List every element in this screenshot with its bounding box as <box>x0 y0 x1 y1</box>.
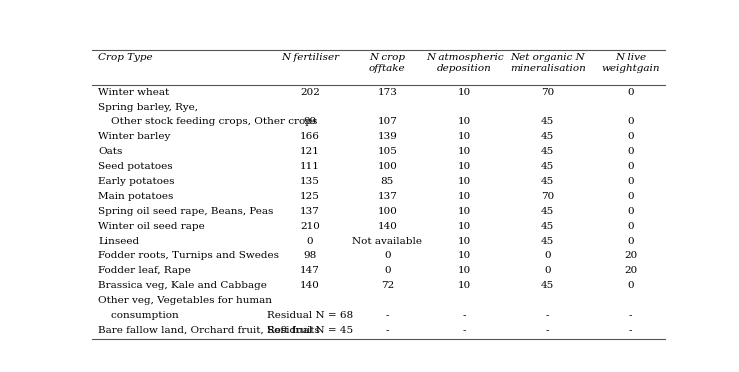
Text: 45: 45 <box>541 162 554 171</box>
Text: Winter barley: Winter barley <box>98 132 171 141</box>
Text: 45: 45 <box>541 222 554 231</box>
Text: -: - <box>386 326 389 335</box>
Text: 137: 137 <box>378 192 398 201</box>
Text: -: - <box>463 326 466 335</box>
Text: N fertiliser: N fertiliser <box>281 53 339 62</box>
Text: 45: 45 <box>541 147 554 156</box>
Text: Brassica veg, Kale and Cabbage: Brassica veg, Kale and Cabbage <box>98 281 267 290</box>
Text: 85: 85 <box>381 177 394 186</box>
Text: 10: 10 <box>458 237 471 246</box>
Text: 0: 0 <box>627 147 634 156</box>
Text: Residual N = 68: Residual N = 68 <box>267 311 353 320</box>
Text: -: - <box>629 326 633 335</box>
Text: -: - <box>386 311 389 320</box>
Text: 10: 10 <box>458 281 471 290</box>
Text: 0: 0 <box>627 281 634 290</box>
Text: Net organic N
mineralisation: Net organic N mineralisation <box>510 53 585 73</box>
Text: -: - <box>546 326 549 335</box>
Text: Crop Type: Crop Type <box>98 53 153 62</box>
Text: 99: 99 <box>304 118 316 126</box>
Text: -: - <box>629 311 633 320</box>
Text: Linseed: Linseed <box>98 237 139 246</box>
Text: 0: 0 <box>627 192 634 201</box>
Text: -: - <box>546 311 549 320</box>
Text: 105: 105 <box>378 147 398 156</box>
Text: 137: 137 <box>300 207 320 216</box>
Text: Fodder roots, Turnips and Swedes: Fodder roots, Turnips and Swedes <box>98 251 279 260</box>
Text: 0: 0 <box>307 237 313 246</box>
Text: N atmospheric
deposition: N atmospheric deposition <box>426 53 503 73</box>
Text: 10: 10 <box>458 177 471 186</box>
Text: Seed potatoes: Seed potatoes <box>98 162 173 171</box>
Text: Other veg, Vegetables for human: Other veg, Vegetables for human <box>98 296 272 305</box>
Text: 0: 0 <box>545 266 551 275</box>
Text: 0: 0 <box>627 207 634 216</box>
Text: 10: 10 <box>458 87 471 97</box>
Text: 45: 45 <box>541 207 554 216</box>
Text: 202: 202 <box>300 87 320 97</box>
Text: 0: 0 <box>384 251 391 260</box>
Text: 135: 135 <box>300 177 320 186</box>
Text: 139: 139 <box>378 132 398 141</box>
Text: 72: 72 <box>381 281 394 290</box>
Text: 125: 125 <box>300 192 320 201</box>
Text: 100: 100 <box>378 207 398 216</box>
Text: 98: 98 <box>304 251 316 260</box>
Text: 100: 100 <box>378 162 398 171</box>
Text: Main potatoes: Main potatoes <box>98 192 174 201</box>
Text: 0: 0 <box>384 266 391 275</box>
Text: 10: 10 <box>458 147 471 156</box>
Text: 10: 10 <box>458 192 471 201</box>
Text: 10: 10 <box>458 251 471 260</box>
Text: 10: 10 <box>458 266 471 275</box>
Text: 10: 10 <box>458 162 471 171</box>
Text: consumption: consumption <box>98 311 179 320</box>
Text: Spring barley, Rye,: Spring barley, Rye, <box>98 103 198 112</box>
Text: Not available: Not available <box>353 237 422 246</box>
Text: 0: 0 <box>627 222 634 231</box>
Text: 140: 140 <box>378 222 398 231</box>
Text: Spring oil seed rape, Beans, Peas: Spring oil seed rape, Beans, Peas <box>98 207 273 216</box>
Text: Oats: Oats <box>98 147 123 156</box>
Text: Residual N = 45: Residual N = 45 <box>267 326 353 335</box>
Text: 140: 140 <box>300 281 320 290</box>
Text: 20: 20 <box>624 251 637 260</box>
Text: 111: 111 <box>300 162 320 171</box>
Text: 45: 45 <box>541 132 554 141</box>
Text: 0: 0 <box>545 251 551 260</box>
Text: 20: 20 <box>624 266 637 275</box>
Text: 173: 173 <box>378 87 398 97</box>
Text: 10: 10 <box>458 118 471 126</box>
Text: 0: 0 <box>627 118 634 126</box>
Text: Early potatoes: Early potatoes <box>98 177 174 186</box>
Text: N crop
offtake: N crop offtake <box>369 53 406 73</box>
Text: 70: 70 <box>541 87 554 97</box>
Text: 210: 210 <box>300 222 320 231</box>
Text: 0: 0 <box>627 87 634 97</box>
Text: Winter wheat: Winter wheat <box>98 87 169 97</box>
Text: 0: 0 <box>627 237 634 246</box>
Text: 45: 45 <box>541 118 554 126</box>
Text: 45: 45 <box>541 177 554 186</box>
Text: Fodder leaf, Rape: Fodder leaf, Rape <box>98 266 191 275</box>
Text: Other stock feeding crops, Other crops: Other stock feeding crops, Other crops <box>98 118 318 126</box>
Text: 45: 45 <box>541 281 554 290</box>
Text: 10: 10 <box>458 132 471 141</box>
Text: 0: 0 <box>627 177 634 186</box>
Text: -: - <box>463 311 466 320</box>
Text: 121: 121 <box>300 147 320 156</box>
Text: 166: 166 <box>300 132 320 141</box>
Text: 147: 147 <box>300 266 320 275</box>
Text: N live
weightgain: N live weightgain <box>602 53 660 73</box>
Text: 0: 0 <box>627 132 634 141</box>
Text: 45: 45 <box>541 237 554 246</box>
Text: 70: 70 <box>541 192 554 201</box>
Text: 10: 10 <box>458 222 471 231</box>
Text: 0: 0 <box>627 162 634 171</box>
Text: 10: 10 <box>458 207 471 216</box>
Text: Winter oil seed rape: Winter oil seed rape <box>98 222 205 231</box>
Text: 107: 107 <box>378 118 398 126</box>
Text: Bare fallow land, Orchard fruit, Soft fruits: Bare fallow land, Orchard fruit, Soft fr… <box>98 326 320 335</box>
